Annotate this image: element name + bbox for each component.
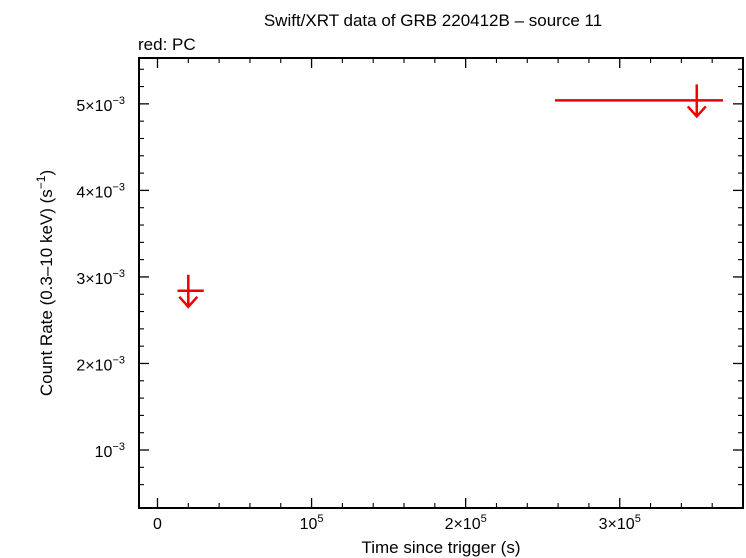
y-tick-label: 10−3 <box>95 441 125 461</box>
x-tick-label: 105 <box>300 513 324 533</box>
x-tick-label: 0 <box>153 516 162 533</box>
upper-limit-point <box>177 274 204 309</box>
x-axis-label: Time since trigger (s) <box>361 538 520 557</box>
y-axis-label-sup: −1 <box>34 175 48 189</box>
y-tick-label: 4×10−3 <box>76 181 125 201</box>
y-tick-label: 5×10−3 <box>76 95 125 115</box>
upper-limit-point <box>555 84 723 119</box>
upper-limit-arrowhead <box>686 105 707 119</box>
y-axis-label-tail: ) <box>37 170 56 176</box>
y-axis-label: Count Rate (0.3–10 keV) (s−1) <box>34 170 56 396</box>
y-tick-label: 2×10−3 <box>76 354 125 374</box>
y-axis: 10−3 2×10−3 3×10−3 4×10−3 5×10−3 <box>76 68 743 486</box>
plot-frame <box>138 57 744 509</box>
x-tick-label: 3×105 <box>599 513 641 533</box>
x-tick-label: 2×105 <box>445 513 487 533</box>
chart-subtitle: red: PC <box>138 35 196 54</box>
upper-limit-arrowhead <box>178 295 199 309</box>
y-tick-label: 3×10−3 <box>76 268 125 288</box>
y-axis-label-main: Count Rate (0.3–10 keV) (s <box>37 189 56 396</box>
series-pc <box>177 84 723 309</box>
chart-title: Swift/XRT data of GRB 220412B – source 1… <box>264 11 602 30</box>
x-axis: 0 105 2×105 3×105 <box>153 58 744 533</box>
